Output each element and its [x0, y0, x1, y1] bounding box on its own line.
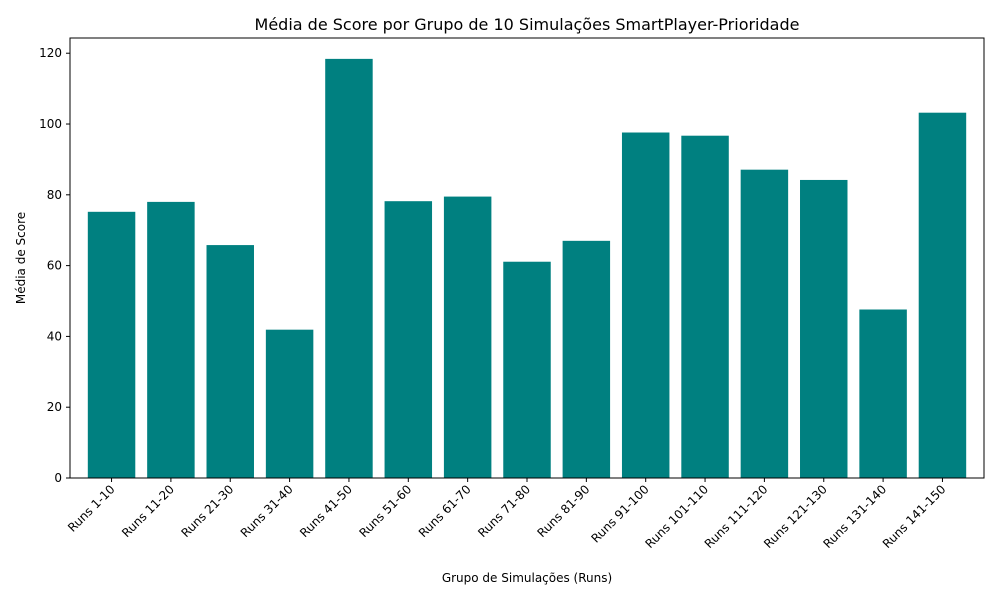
x-tick-label: Runs 71-80 [475, 482, 533, 540]
bar-5 [325, 58, 373, 478]
bar-14 [859, 309, 907, 478]
bar-11 [681, 135, 729, 478]
chart-title: Média de Score por Grupo de 10 Simulaçõe… [255, 15, 800, 34]
x-axis-label: Grupo de Simulações (Runs) [442, 571, 612, 585]
y-tick-label: 40 [47, 329, 62, 343]
bar-15 [918, 112, 967, 478]
x-axis: Runs 1-10 Runs 11-20 Runs 21-30 Runs 31-40 R… [65, 478, 949, 551]
y-tick-label: 0 [54, 471, 62, 485]
y-tick-label: 100 [39, 117, 62, 131]
x-tick-label: Runs 11-20 [119, 482, 177, 540]
bar-9 [562, 240, 611, 478]
x-tick-label: Runs 91-100 [588, 482, 651, 545]
bar-4 [265, 329, 314, 478]
x-tick-label: Runs 21-30 [178, 482, 236, 540]
x-tick-label: Runs 81-90 [535, 482, 593, 540]
x-tick-label: Runs 1-10 [65, 482, 118, 535]
y-tick-label: 80 [47, 188, 62, 202]
bar-13 [800, 179, 848, 478]
bar-2 [147, 201, 195, 478]
plot-area [69, 37, 985, 479]
y-axis-label: Média de Score [14, 212, 28, 304]
y-tick-label: 60 [47, 259, 62, 273]
x-tick-label: Runs 51-60 [356, 482, 414, 540]
x-tick-label: Runs 41-50 [297, 482, 355, 540]
x-tick-label: Runs 61-70 [416, 482, 474, 540]
bar-7 [443, 196, 492, 478]
bar-3 [206, 245, 254, 478]
bar-1 [87, 211, 136, 478]
x-tick-label: Runs 31-40 [238, 482, 296, 540]
bar-12 [740, 169, 789, 478]
y-axis: 0 20 40 60 80 100 120 [39, 46, 70, 485]
bar-8 [503, 261, 551, 478]
bar-10 [621, 132, 670, 478]
bar-6 [384, 201, 433, 478]
y-tick-label: 120 [39, 46, 62, 60]
y-tick-label: 20 [47, 400, 62, 414]
x-tick-label: Runs 141-150 [880, 482, 949, 551]
